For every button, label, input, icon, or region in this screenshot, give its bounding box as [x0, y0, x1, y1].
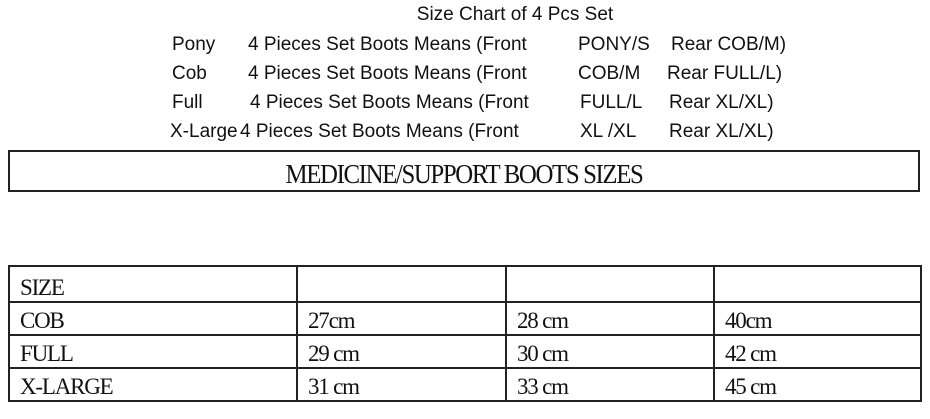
- set-line-pony: Pony 4 Pieces Set Boots Means (Front PON…: [0, 34, 930, 58]
- set-size: Pony: [172, 34, 216, 55]
- table-header-cell: [296, 265, 507, 303]
- set-line-full: Full 4 Pieces Set Boots Means (Front FUL…: [0, 92, 930, 116]
- set-line-cob: Cob 4 Pieces Set Boots Means (Front COB/…: [0, 63, 930, 87]
- table-header-cell: SIZE: [8, 265, 298, 303]
- set-front: COB/M: [578, 63, 641, 84]
- set-front: PONY/S: [578, 34, 650, 55]
- set-size: Full: [172, 92, 203, 113]
- table-row: X-LARGE 31 cm 33 cm 45 cm: [8, 367, 922, 402]
- table-row: FULL 29 cm 30 cm 42 cm: [8, 334, 922, 369]
- set-front: XL /XL: [580, 121, 637, 142]
- table-header-cell: [713, 265, 922, 303]
- set-desc: 4 Pieces Set Boots Means (Front: [248, 34, 527, 55]
- set-size: Cob: [172, 63, 207, 84]
- section-banner: MEDICINE/SUPPORT BOOTS SIZES: [8, 150, 920, 192]
- set-desc: 4 Pieces Set Boots Means (Front: [248, 63, 527, 84]
- table-cell: 29 cm: [296, 334, 507, 369]
- table-cell: COB: [8, 301, 298, 336]
- set-rear: Rear FULL/L): [667, 63, 783, 84]
- banner-title: MEDICINE/SUPPORT BOOTS SIZES: [285, 159, 644, 189]
- size-table: SIZE COB 27cm 28 cm 40cm FULL 29 cm 30 c…: [8, 265, 922, 402]
- set-rear: Rear XL/XL): [669, 121, 774, 142]
- table-cell: 27cm: [296, 301, 507, 336]
- table-cell: 28 cm: [505, 301, 715, 336]
- set-rear: Rear XL/XL): [669, 92, 774, 113]
- set-line-xlarge: X-Large 4 Pieces Set Boots Means (Front …: [0, 121, 930, 145]
- set-size: X-Large: [170, 121, 238, 142]
- chart-title: Size Chart of 4 Pcs Set: [416, 4, 614, 25]
- table-cell: 42 cm: [713, 334, 922, 369]
- set-rear: Rear COB/M): [671, 34, 787, 55]
- table-header-row: SIZE: [8, 265, 922, 303]
- table-row: COB 27cm 28 cm 40cm: [8, 301, 922, 336]
- set-desc: 4 Pieces Set Boots Means (Front: [250, 92, 529, 113]
- table-cell: FULL: [8, 334, 298, 369]
- table-cell: 33 cm: [505, 367, 715, 402]
- table-cell: 40cm: [713, 301, 922, 336]
- table-cell: 31 cm: [296, 367, 507, 402]
- set-desc: 4 Pieces Set Boots Means (Front: [240, 121, 519, 142]
- set-front: FULL/L: [580, 92, 643, 113]
- table-header-cell: [505, 265, 715, 303]
- table-cell: 45 cm: [713, 367, 922, 402]
- table-cell: X-LARGE: [8, 367, 298, 402]
- table-cell: 30 cm: [505, 334, 715, 369]
